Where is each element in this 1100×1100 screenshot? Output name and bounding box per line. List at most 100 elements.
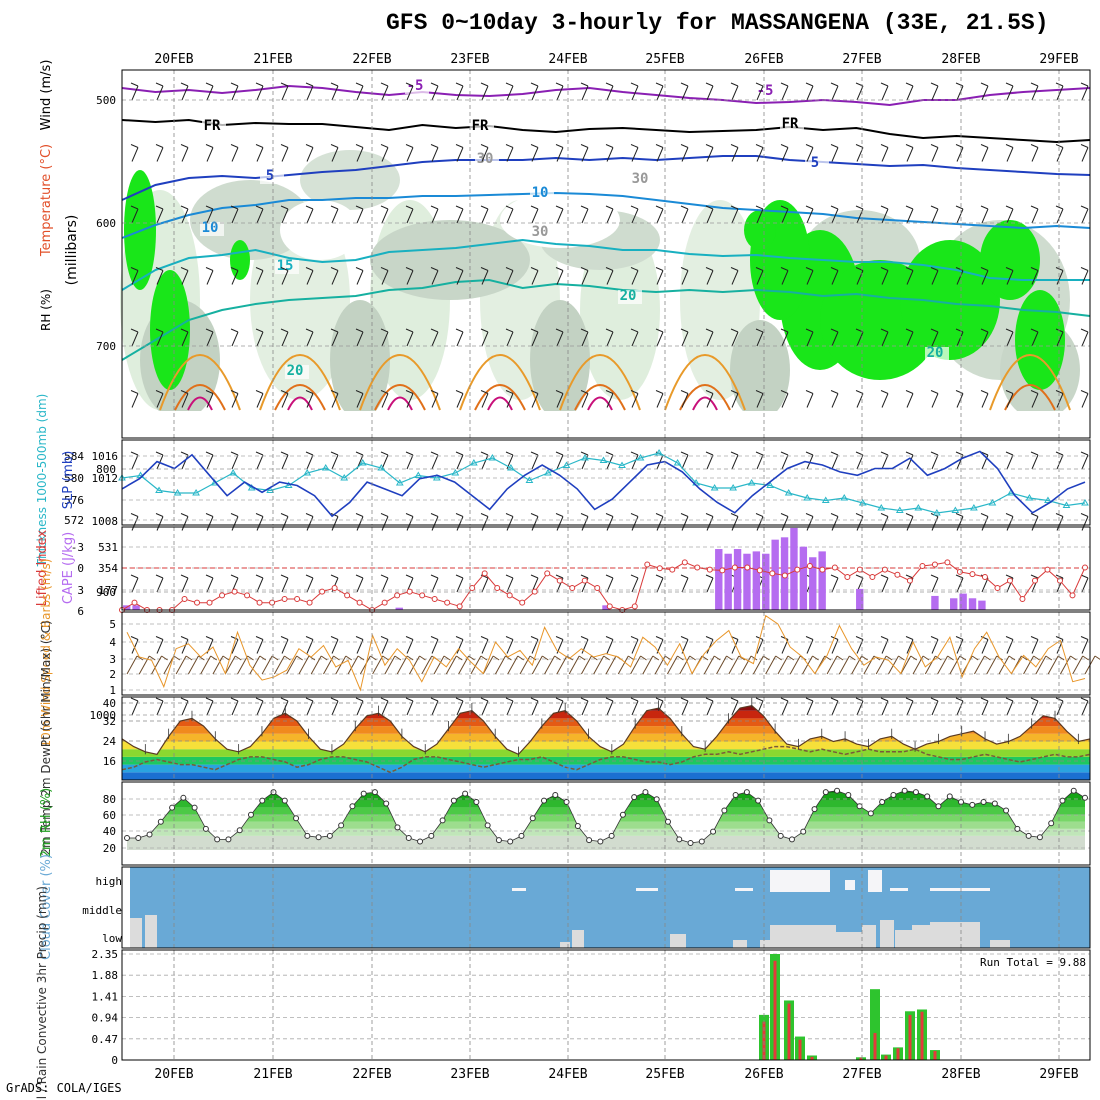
ylabel-cloud: Cloud Cover (%) [39,854,54,960]
isotherm-label-bg-14 [630,173,654,187]
upper-wind-barb-13 [155,205,164,224]
upper-wind-barb-14 [155,267,164,285]
cape-tick-2: 177 [98,584,118,597]
upper-wind-barb-50 [230,451,239,470]
thickness-point-23 [544,469,552,476]
rh-point-60 [800,828,807,835]
upper-wind-barb-213 [605,328,614,347]
thickness-tick-2: 576 [64,494,84,507]
upper-wind-barb-348 [905,513,914,531]
rh-point-42 [597,838,604,845]
upper-wind-barb-28 [180,451,189,470]
wind10m-barb-22 [396,655,414,675]
upper-wind-barb-269 [730,390,739,408]
upper-wind-barb-230 [630,697,639,716]
upper-wind-barb-204 [580,451,589,470]
upper-wind-barb-24 [180,205,189,224]
lifted-point-73 [1031,577,1038,584]
rh-point-41 [586,837,593,844]
upper-wind-barb-315 [830,513,839,531]
upper-wind-barb-279 [755,328,764,347]
rh-point-4 [169,804,176,811]
upper-wind-barb-101 [355,205,364,224]
upper-wind-barb-376 [980,205,989,224]
upper-wind-barb-104 [355,390,364,408]
upper-wind-barb-144 [455,144,464,162]
upper-wind-barb-423 [1080,390,1089,408]
rh-point-49 [676,836,683,843]
thickness-tick-1: 580 [64,472,84,485]
upper-wind-barb-179 [530,267,539,285]
isotherm-arc-hot-3 [487,396,513,411]
rh-point-47 [653,796,660,803]
rh-high-4 [900,240,1000,360]
upper-wind-barb-211 [605,205,614,224]
thickness-point-19 [469,459,478,466]
upper-wind-barb-34 [205,144,214,162]
rh-point-46 [642,789,649,796]
rh-point-34 [507,838,514,845]
upper-wind-barb-51 [230,513,239,531]
upper-wind-barb-292 [780,451,789,470]
pressure-tick-900: 900 [96,586,116,599]
thickness-point-45 [951,506,960,513]
thickness-point-14 [377,464,386,471]
upper-wind-barb-40 [205,513,214,531]
upper-wind-barb-367 [955,328,964,347]
upper-wind-barb-242 [680,82,689,101]
upper-wind-barb-90 [330,205,339,224]
upper-wind-barb-301 [805,328,814,347]
isotherm-label-bg-3 [470,120,494,134]
wind10m-barb-30 [495,655,512,675]
rh-point-35 [518,832,525,839]
upper-wind-barb-5 [130,390,139,408]
upper-wind-barb-408 [1055,144,1064,162]
isotherm-label-bg-2 [202,120,226,134]
upper-wind-barb-384 [980,697,989,716]
upper-wind-barb-147 [455,328,464,347]
upper-wind-barb-23 [180,144,189,162]
lifted-point-75 [1056,577,1063,584]
isotherm-arc-inner-3 [474,384,526,411]
lifted-point-39 [606,603,613,610]
upper-wind-barb-44 [230,82,239,101]
lifted-point-17 [331,585,338,591]
cape-bar-78 [856,588,864,610]
isotherm-arc-inner-4 [574,384,626,411]
upper-wind-barb-375 [980,144,989,162]
upper-wind-barb-350 [905,636,914,654]
slp-tick-2: 1008 [92,515,119,528]
upper-wind-barb-132 [430,82,439,101]
wind10m-barb-36 [568,655,586,675]
wind10m-line [126,614,1086,692]
upper-wind-barb-353 [930,144,939,162]
lifted-point-53 [781,572,788,579]
upper-wind-barb-287 [780,144,789,162]
rh-base [122,850,1090,865]
cloud-tick-middle: middle [82,904,122,917]
rh-point-71 [924,793,931,800]
wind10m-barb-74 [1035,655,1053,675]
thickness-point-37 [803,494,812,501]
upper-wind-barb-299 [805,205,814,224]
rh-dry-region [280,200,360,260]
isotherm-line-5 [121,278,1091,361]
upper-wind-barb-313 [830,390,839,408]
wind10m-barb-7 [212,655,230,675]
upper-wind-barb-243 [680,144,689,162]
rh-point-0 [124,835,130,842]
cape-bar-88 [950,598,958,610]
wind10m-barb-8 [224,655,242,675]
rh-point-13 [270,789,277,796]
upper-wind-barb-379 [980,390,989,408]
rh-point-63 [834,787,841,794]
date-bottom-23FEB: 23FEB [450,1067,489,1082]
rh-point-51 [698,838,705,845]
upper-wind-barb-2 [130,205,139,224]
lifted-point-25 [431,596,438,602]
rh-tick-1: 60 [103,809,116,822]
wind10m-barb-66 [937,655,954,675]
rh-point-56 [755,797,762,804]
upper-wind-barb-38 [205,390,214,408]
rh-point-59 [788,836,795,843]
